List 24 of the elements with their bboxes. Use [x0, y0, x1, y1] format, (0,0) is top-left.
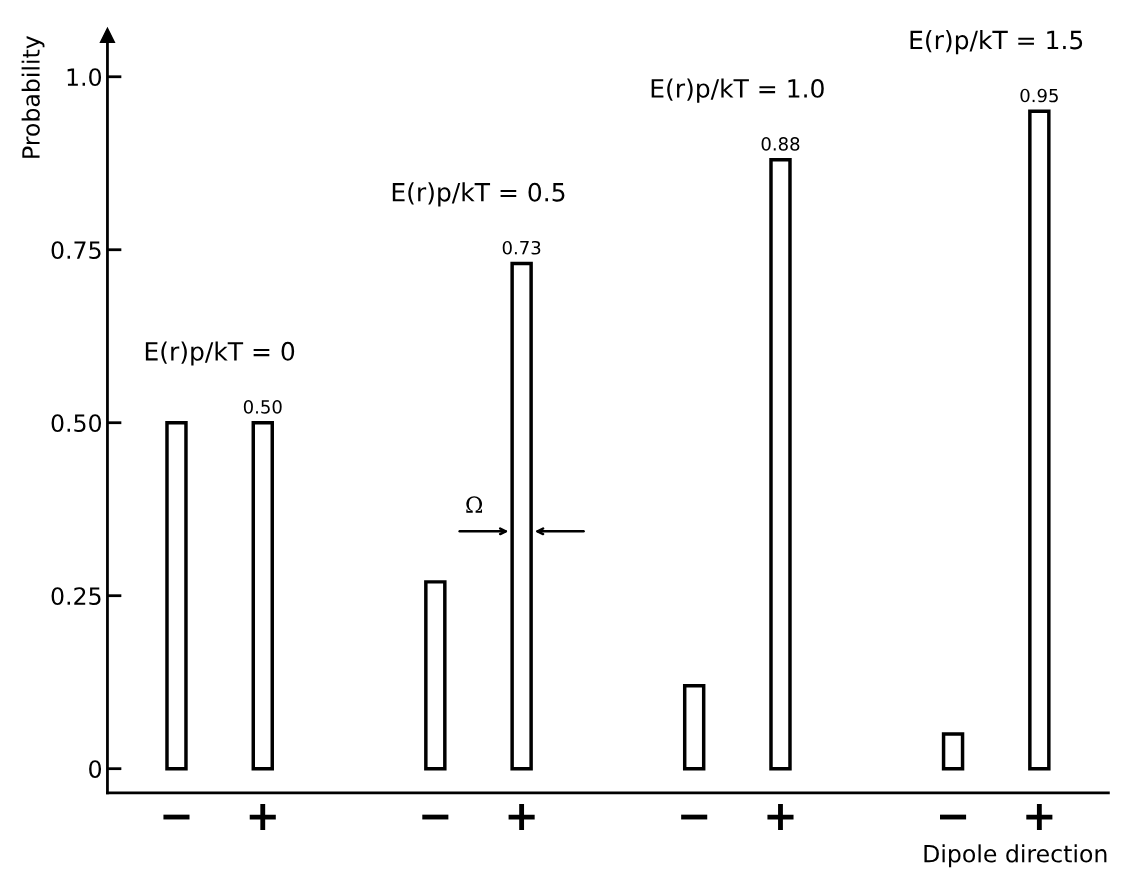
- y-tick-label: 0.25: [51, 587, 101, 606]
- x-tick-label: −: [163, 814, 190, 820]
- data-label: 0.73: [502, 240, 541, 255]
- data-label: 0.88: [761, 137, 800, 151]
- x-axis-title: Dipole direction: [924, 844, 1107, 868]
- x-tick-label: +: [249, 803, 276, 831]
- x-tick-label: −: [940, 814, 967, 820]
- y-axis-title: Probability: [21, 35, 45, 158]
- y-tick-label: 1.0: [67, 68, 102, 87]
- y-tick-label: 0.50: [51, 414, 102, 433]
- annotation: E(r)p/kT = 0.5: [392, 182, 565, 207]
- y-tick-label: 0.75: [51, 241, 101, 260]
- data-label: 0.95: [1020, 88, 1058, 103]
- annotation: E(r)p/kT = 1.5: [910, 30, 1083, 55]
- annotation: E(r)p/kT = 1.0: [651, 78, 824, 103]
- annotation: Ω: [466, 496, 483, 513]
- x-tick-label: −: [422, 814, 449, 820]
- x-tick-label: +: [767, 803, 794, 831]
- x-tick-label: +: [508, 803, 535, 831]
- annotation: E(r)p/kT = 0: [145, 341, 295, 366]
- data-label: 0.50: [243, 400, 282, 414]
- y-tick-label: 0: [89, 760, 102, 778]
- x-tick-label: −: [681, 814, 708, 820]
- x-tick-label: +: [1026, 803, 1053, 831]
